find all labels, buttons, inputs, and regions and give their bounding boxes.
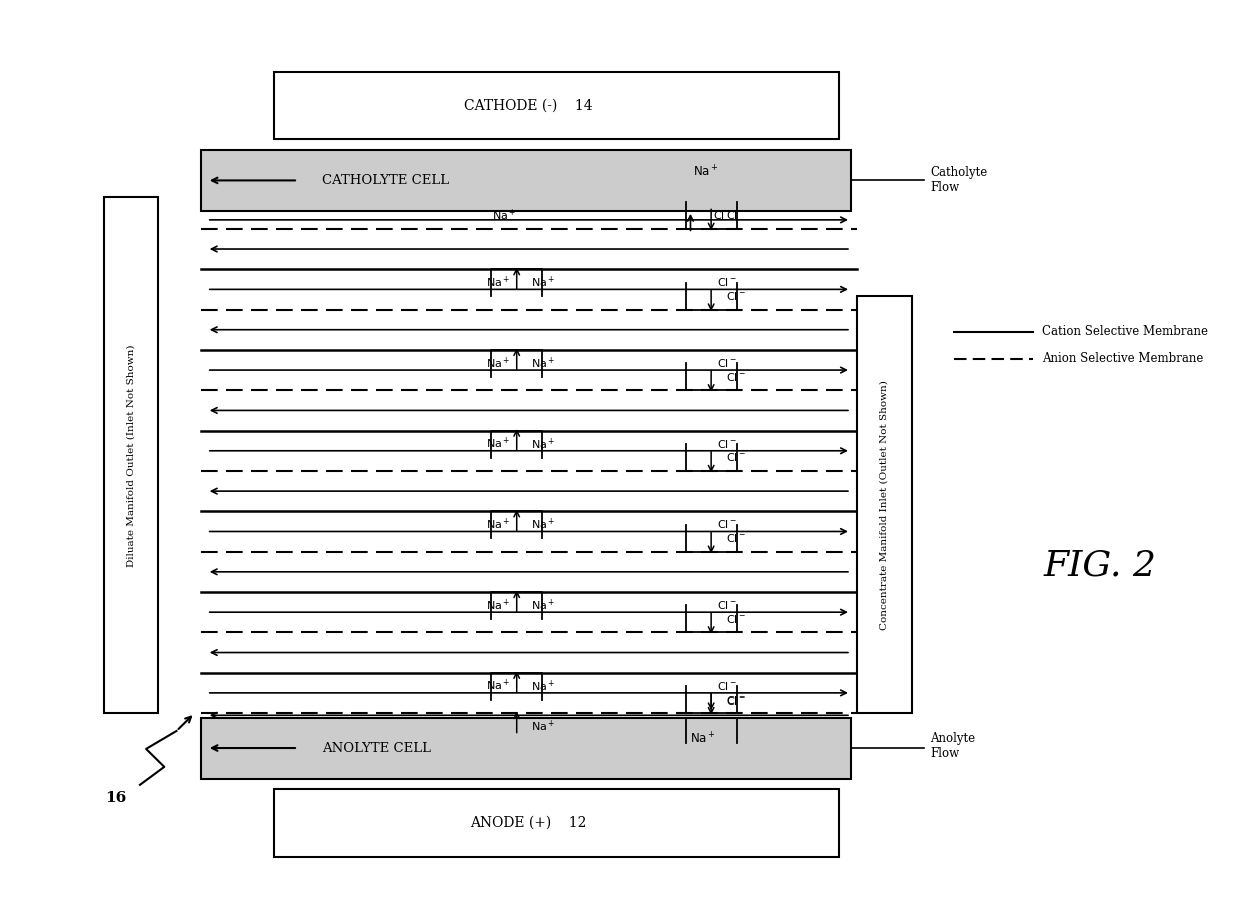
Text: Cl$^-$: Cl$^-$ (725, 210, 745, 221)
Text: CATHODE (-)    14: CATHODE (-) 14 (464, 99, 593, 113)
Text: Na$^+$: Na$^+$ (486, 597, 511, 613)
Text: Cl$^-$: Cl$^-$ (725, 290, 745, 302)
Text: Na$^+$: Na$^+$ (531, 719, 556, 734)
Text: Cl$^-$: Cl$^-$ (717, 680, 738, 692)
Text: Na$^+$: Na$^+$ (531, 517, 556, 533)
Text: Na$^+$: Na$^+$ (693, 164, 719, 179)
Text: Cl$^-$: Cl$^-$ (725, 694, 745, 705)
Text: Na$^+$: Na$^+$ (486, 678, 511, 694)
Text: Cl$^-$: Cl$^-$ (713, 210, 733, 221)
Text: Cl$^-$: Cl$^-$ (725, 533, 745, 544)
Bar (274, 790, 838, 856)
Text: Cl$^-$: Cl$^-$ (717, 518, 738, 531)
Bar (274, 72, 838, 139)
Bar (201, 717, 851, 779)
Text: 16: 16 (105, 791, 126, 805)
Text: Na$^+$: Na$^+$ (486, 436, 511, 451)
Bar (201, 150, 851, 210)
Text: Cl$^-$: Cl$^-$ (717, 437, 738, 449)
Text: Cl$^-$: Cl$^-$ (725, 451, 745, 464)
Text: Cl$^-$: Cl$^-$ (717, 599, 738, 611)
Text: Na$^+$: Na$^+$ (531, 679, 556, 694)
Text: Na$^+$: Na$^+$ (531, 597, 556, 613)
Text: Cl$^-$: Cl$^-$ (717, 357, 738, 369)
Text: ANOLYTE CELL: ANOLYTE CELL (322, 741, 432, 755)
Bar (857, 296, 911, 713)
Text: Cl$^-$: Cl$^-$ (725, 371, 745, 382)
Text: Na$^+$: Na$^+$ (486, 355, 511, 371)
Text: Na$^+$: Na$^+$ (531, 436, 556, 452)
Text: Na$^+$: Na$^+$ (492, 208, 517, 223)
Text: Diluate Manifold Outlet (Inlet Not Shown): Diluate Manifold Outlet (Inlet Not Shown… (126, 344, 135, 566)
Text: Catholyte
Flow: Catholyte Flow (930, 166, 987, 194)
Text: Cl$^-$: Cl$^-$ (717, 276, 738, 288)
Text: Na$^+$: Na$^+$ (486, 517, 511, 532)
Text: ANODE (+)    12: ANODE (+) 12 (470, 816, 587, 830)
Text: Na$^+$: Na$^+$ (531, 275, 556, 290)
Text: Concentrate Manifold Inlet (Outlet Not Shown): Concentrate Manifold Inlet (Outlet Not S… (880, 380, 889, 630)
Bar (103, 198, 159, 713)
Text: Cl$^-$: Cl$^-$ (725, 613, 745, 625)
Text: Anion Selective Membrane: Anion Selective Membrane (1042, 352, 1203, 365)
Text: Anolyte
Flow: Anolyte Flow (930, 732, 975, 760)
Text: Na$^+$: Na$^+$ (486, 274, 511, 290)
Text: Cl$^-$: Cl$^-$ (725, 695, 745, 707)
Text: FIG. 2: FIG. 2 (1044, 548, 1157, 582)
Text: Cation Selective Membrane: Cation Selective Membrane (1042, 326, 1208, 339)
Text: CATHOLYTE CELL: CATHOLYTE CELL (322, 174, 449, 187)
Text: Na$^+$: Na$^+$ (691, 731, 717, 747)
Text: Na$^+$: Na$^+$ (531, 356, 556, 371)
